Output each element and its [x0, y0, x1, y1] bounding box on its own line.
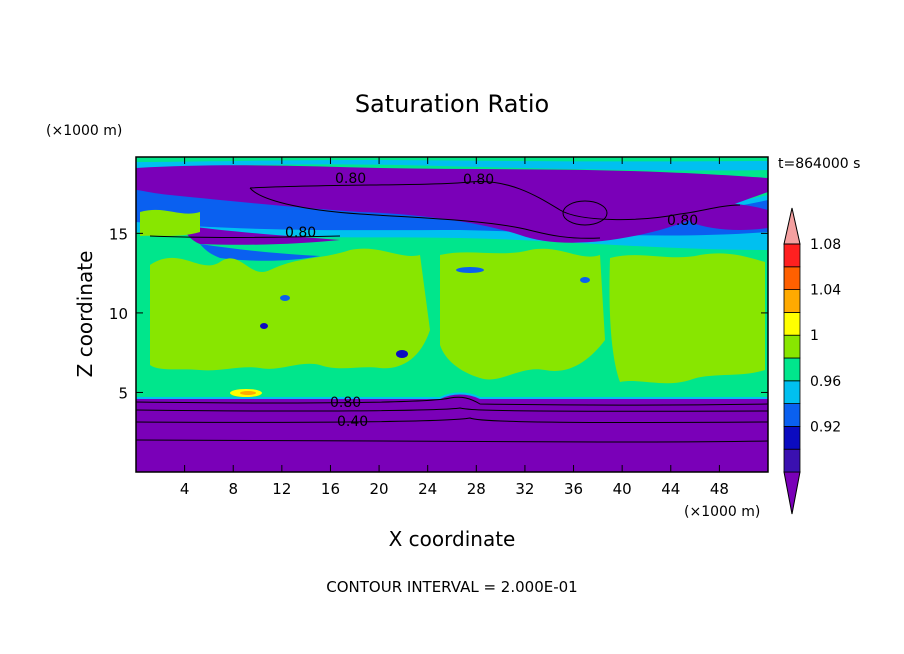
y-axis: 5 10 15 [109, 225, 768, 402]
x-tick-label: 32 [515, 480, 534, 498]
contour-label: 0.40 [337, 414, 368, 430]
right-dry-patch [690, 202, 768, 230]
colorbar-segment [783, 243, 801, 268]
x-tick-label: 4 [180, 480, 190, 498]
colorbar-segment [783, 357, 801, 382]
top-green-strip [136, 157, 768, 162]
upper-dry-mass [136, 165, 768, 243]
colorbar-lower-extension [783, 471, 801, 515]
chart-title: Saturation Ratio [355, 90, 549, 118]
y-tick-label: 15 [109, 225, 128, 243]
x-axis: 4 8 12 16 20 24 28 32 36 40 44 48 [180, 157, 729, 498]
x-tick-label: 16 [321, 480, 340, 498]
x-tick-label: 36 [564, 480, 583, 498]
y-axis-title: Z coordinate [73, 251, 97, 378]
lower-dry-layer [136, 393, 768, 472]
colorbar-segment [783, 425, 801, 450]
x-tick-label: 48 [710, 480, 729, 498]
contour-label: 0.80 [667, 213, 698, 229]
colorbar-segment [783, 448, 801, 473]
cloud-region-left [150, 248, 430, 371]
colorbar-segment [783, 311, 801, 336]
contour-interval-note: CONTOUR INTERVAL = 2.000E-01 [326, 578, 577, 596]
mid-dry-streak [180, 225, 340, 245]
contour-label: 0.80 [285, 225, 316, 241]
x-tick-label: 40 [613, 480, 632, 498]
contour-label: 0.80 [335, 171, 366, 187]
plot-frame [135, 156, 769, 473]
colorbar-upper-extension [783, 207, 801, 245]
colorbar-segment [783, 266, 801, 290]
x-unit-label: (×1000 m) [684, 504, 760, 520]
x-tick-label: 20 [370, 480, 389, 498]
time-label: t=864000 s [778, 156, 860, 172]
y-tick-label: 5 [118, 384, 128, 402]
colorbar: 0.92 0.96 1 1.04 1.08 [783, 207, 841, 515]
y-unit-label: (×1000 m) [46, 123, 122, 139]
colorbar-segment [783, 380, 801, 404]
contour-labels: 0.80 0.80 0.80 0.80 0.80 0.40 [285, 171, 698, 430]
cloud-region-center [440, 248, 605, 380]
x-tick-label: 24 [418, 480, 437, 498]
colorbar-label: 1.08 [810, 237, 841, 253]
contour-label: 0.80 [463, 172, 494, 188]
x-tick-label: 28 [467, 480, 486, 498]
y-tick-label: 10 [109, 305, 128, 323]
colorbar-label: 1 [810, 328, 819, 344]
cloud-region-right [609, 253, 765, 384]
x-axis-title: X coordinate [389, 527, 516, 551]
x-tick-label: 12 [272, 480, 291, 498]
x-tick-label: 8 [228, 480, 238, 498]
colorbar-label: 1.04 [810, 283, 841, 299]
colorbar-segment [783, 334, 801, 359]
colorbar-label: 0.96 [810, 374, 841, 390]
contour-label: 0.80 [330, 395, 361, 411]
colorbar-label: 0.92 [810, 419, 841, 435]
x-tick-label: 44 [661, 480, 680, 498]
colorbar-segment [783, 403, 801, 427]
contour-field [136, 157, 768, 472]
streak-blue [200, 244, 320, 261]
colorbar-segment [783, 289, 801, 313]
cloud-region-upper-left [140, 209, 200, 236]
